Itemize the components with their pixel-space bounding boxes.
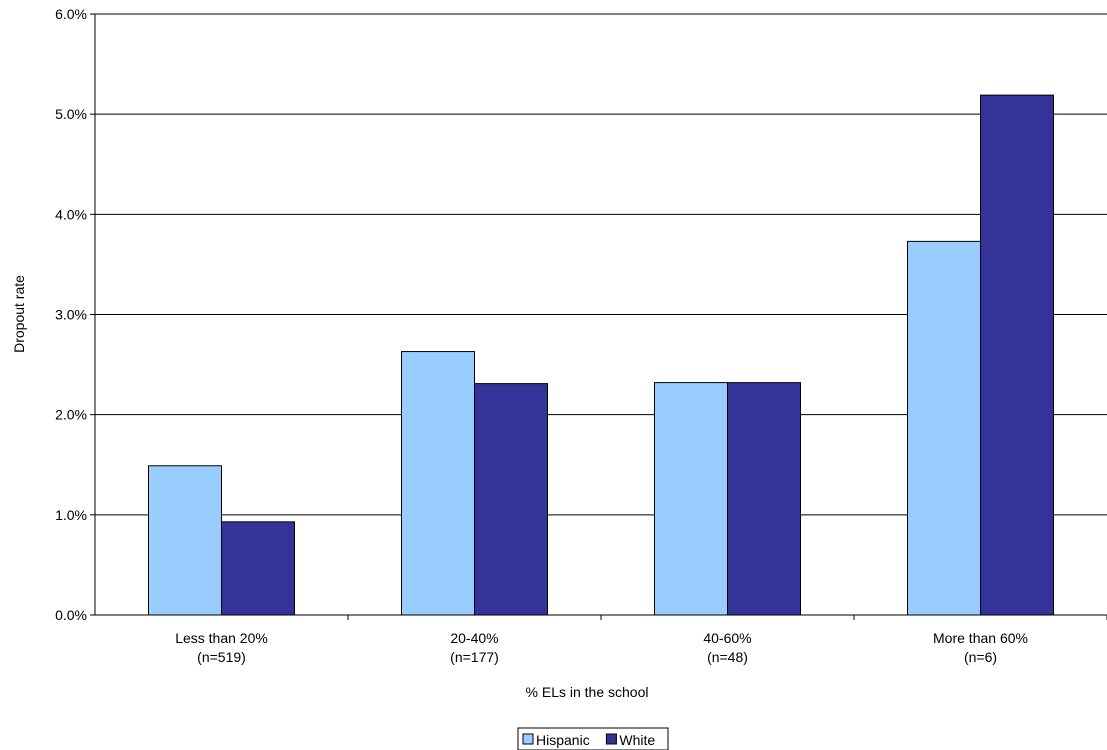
y-tick-label: 5.0% <box>55 106 87 122</box>
y-tick-label: 3.0% <box>55 307 87 323</box>
y-tick-label: 0.0% <box>55 607 87 623</box>
bar-hispanic-4 <box>907 240 981 616</box>
y-tick-label: 2.0% <box>55 407 87 423</box>
x-tick-label: (n=6) <box>964 649 997 665</box>
legend-swatch-white <box>605 733 617 745</box>
bar-white-3 <box>727 382 801 616</box>
x-tick-label: 20-40% <box>450 630 498 646</box>
bars <box>148 94 1054 616</box>
x-tick-label: (n=48) <box>707 649 748 665</box>
x-tick-label: Less than 20% <box>175 630 268 646</box>
legend-label-hispanic: Hispanic <box>536 732 590 748</box>
x-axis-title: % ELs in the school <box>526 684 649 700</box>
bar-hispanic-2 <box>401 351 475 616</box>
bar-white-4 <box>980 94 1054 616</box>
x-tick-label: More than 60% <box>933 630 1028 646</box>
axis-labels: 0.0% 1.0% 2.0% 3.0% 4.0% 5.0% 6.0% Less than 20… <box>55 6 1028 665</box>
x-tick-label: (n=519) <box>197 649 246 665</box>
legend-box <box>517 727 669 750</box>
y-axis-title: Dropout rate <box>11 275 27 353</box>
axes <box>90 13 1107 620</box>
x-tick-label: 40-60% <box>703 630 751 646</box>
y-tick-label: 1.0% <box>55 507 87 523</box>
bar-hispanic-3 <box>654 382 728 616</box>
legend: Hispanic White <box>517 727 669 750</box>
legend-swatch-hispanic <box>522 733 534 745</box>
y-tick-label: 6.0% <box>55 6 87 22</box>
y-tick-label: 4.0% <box>55 206 87 222</box>
x-tick-label: (n=177) <box>450 649 499 665</box>
bar-white-1 <box>221 521 295 616</box>
bar-hispanic-1 <box>148 465 222 616</box>
bar-white-2 <box>474 383 548 616</box>
legend-label-white: White <box>619 732 655 748</box>
